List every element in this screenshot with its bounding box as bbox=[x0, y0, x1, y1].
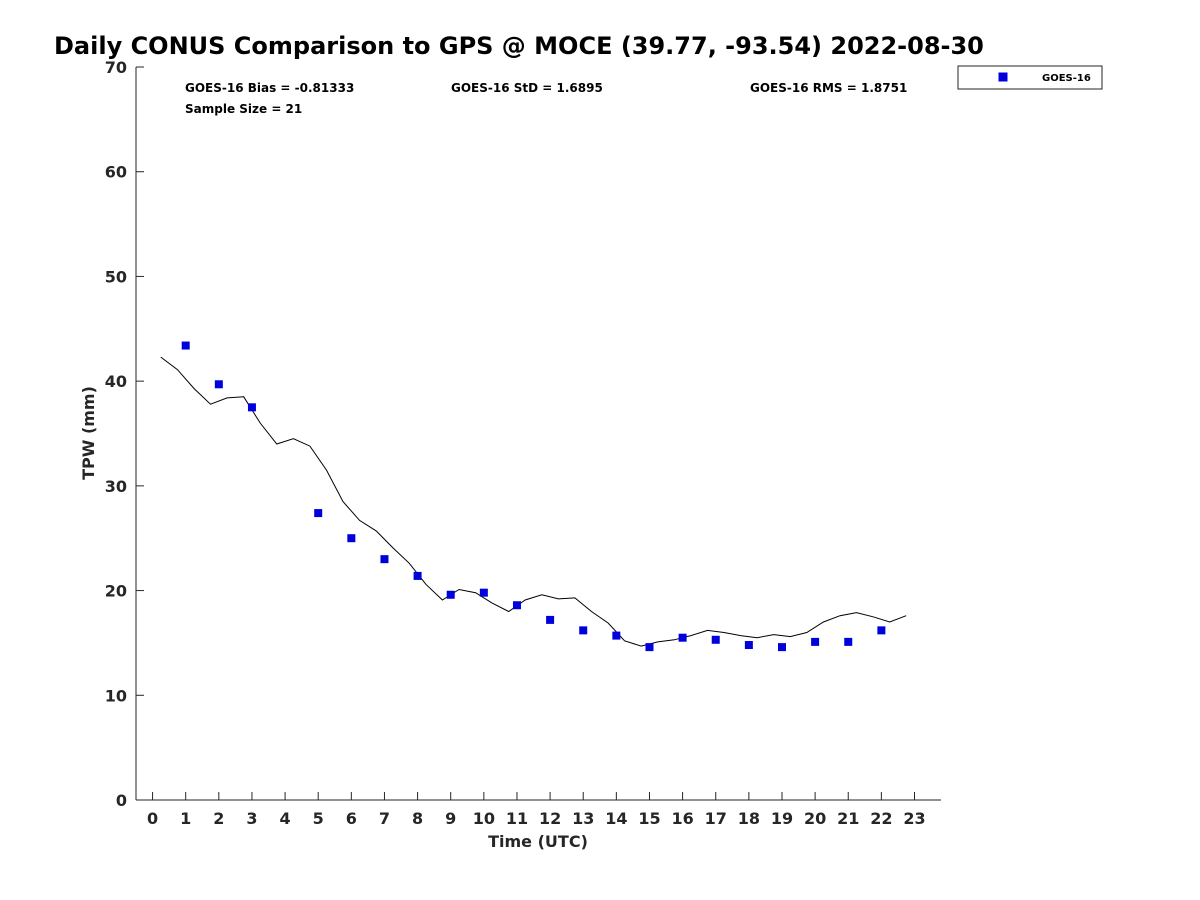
x-ticks: 0 1 2 3 4 5 6 7 8 9 10 11 12 13 14 15 16 17 18 19 20 21 22 23 bbox=[147, 792, 926, 828]
x-tick-label: 17 bbox=[705, 809, 727, 828]
goes16-point bbox=[777, 643, 786, 652]
y-tick-label: 40 bbox=[105, 372, 127, 391]
x-tick-label: 7 bbox=[379, 809, 390, 828]
x-tick-label: 3 bbox=[246, 809, 257, 828]
y-ticks: 0 10 20 30 40 50 60 70 bbox=[105, 58, 144, 810]
series-layer bbox=[160, 341, 907, 652]
x-tick-label: 23 bbox=[903, 809, 925, 828]
goes16-point bbox=[413, 571, 422, 580]
std-stat: GOES-16 StD = 1.6895 bbox=[451, 81, 603, 95]
legend-marker bbox=[998, 72, 1008, 82]
goes16-point bbox=[214, 380, 223, 389]
x-tick-label: 22 bbox=[870, 809, 892, 828]
goes16-point bbox=[479, 588, 488, 597]
x-tick-label: 9 bbox=[445, 809, 456, 828]
goes16-point bbox=[579, 626, 588, 635]
x-tick-label: 8 bbox=[412, 809, 423, 828]
x-tick-label: 0 bbox=[147, 809, 158, 828]
goes16-point bbox=[844, 637, 853, 646]
x-tick-label: 4 bbox=[280, 809, 291, 828]
x-tick-label: 15 bbox=[638, 809, 660, 828]
goes16-point bbox=[678, 633, 687, 642]
goes16-point bbox=[446, 590, 455, 599]
goes16-point bbox=[612, 631, 621, 640]
y-tick-label: 60 bbox=[105, 163, 127, 182]
legend-label: GOES-16 bbox=[1042, 73, 1091, 84]
goes16-point bbox=[711, 635, 720, 644]
goes16-point bbox=[645, 643, 654, 652]
goes16-point bbox=[181, 341, 190, 350]
x-tick-label: 11 bbox=[506, 809, 528, 828]
x-tick-label: 21 bbox=[837, 809, 859, 828]
x-tick-label: 2 bbox=[213, 809, 224, 828]
sample-size-stat: Sample Size = 21 bbox=[185, 102, 302, 116]
y-tick-label: 10 bbox=[105, 686, 127, 705]
bias-stat: GOES-16 Bias = -0.81333 bbox=[185, 81, 354, 95]
goes16-point bbox=[877, 626, 886, 635]
x-tick-label: 13 bbox=[572, 809, 594, 828]
x-tick-label: 18 bbox=[738, 809, 760, 828]
goes16-point bbox=[512, 601, 521, 610]
goes16-point bbox=[314, 509, 323, 518]
x-tick-label: 1 bbox=[180, 809, 191, 828]
goes16-point bbox=[347, 534, 356, 543]
x-tick-label: 16 bbox=[671, 809, 693, 828]
legend: GOES-16 bbox=[957, 65, 1103, 90]
chart-title: Daily CONUS Comparison to GPS @ MOCE (39… bbox=[54, 32, 984, 60]
legend-box bbox=[957, 65, 1103, 90]
x-tick-label: 5 bbox=[313, 809, 324, 828]
x-tick-label: 6 bbox=[346, 809, 357, 828]
y-tick-label: 70 bbox=[105, 58, 127, 77]
goes16-point bbox=[811, 637, 820, 646]
y-tick-label: 20 bbox=[105, 582, 127, 601]
x-tick-label: 20 bbox=[804, 809, 826, 828]
x-tick-label: 12 bbox=[539, 809, 561, 828]
x-tick-label: 10 bbox=[473, 809, 495, 828]
goes16-point bbox=[247, 403, 256, 412]
y-axis-label: TPW (mm) bbox=[79, 386, 98, 480]
y-tick-label: 30 bbox=[105, 477, 127, 496]
x-tick-label: 19 bbox=[771, 809, 793, 828]
y-tick-label: 0 bbox=[116, 791, 127, 810]
x-axis-label: Time (UTC) bbox=[488, 832, 588, 851]
gps-line bbox=[160, 356, 907, 647]
goes16-point bbox=[546, 615, 555, 624]
goes16-point bbox=[744, 641, 753, 650]
rms-stat: GOES-16 RMS = 1.8751 bbox=[750, 81, 907, 95]
y-tick-label: 50 bbox=[105, 267, 127, 286]
goes16-point bbox=[380, 555, 389, 564]
x-tick-label: 14 bbox=[605, 809, 627, 828]
